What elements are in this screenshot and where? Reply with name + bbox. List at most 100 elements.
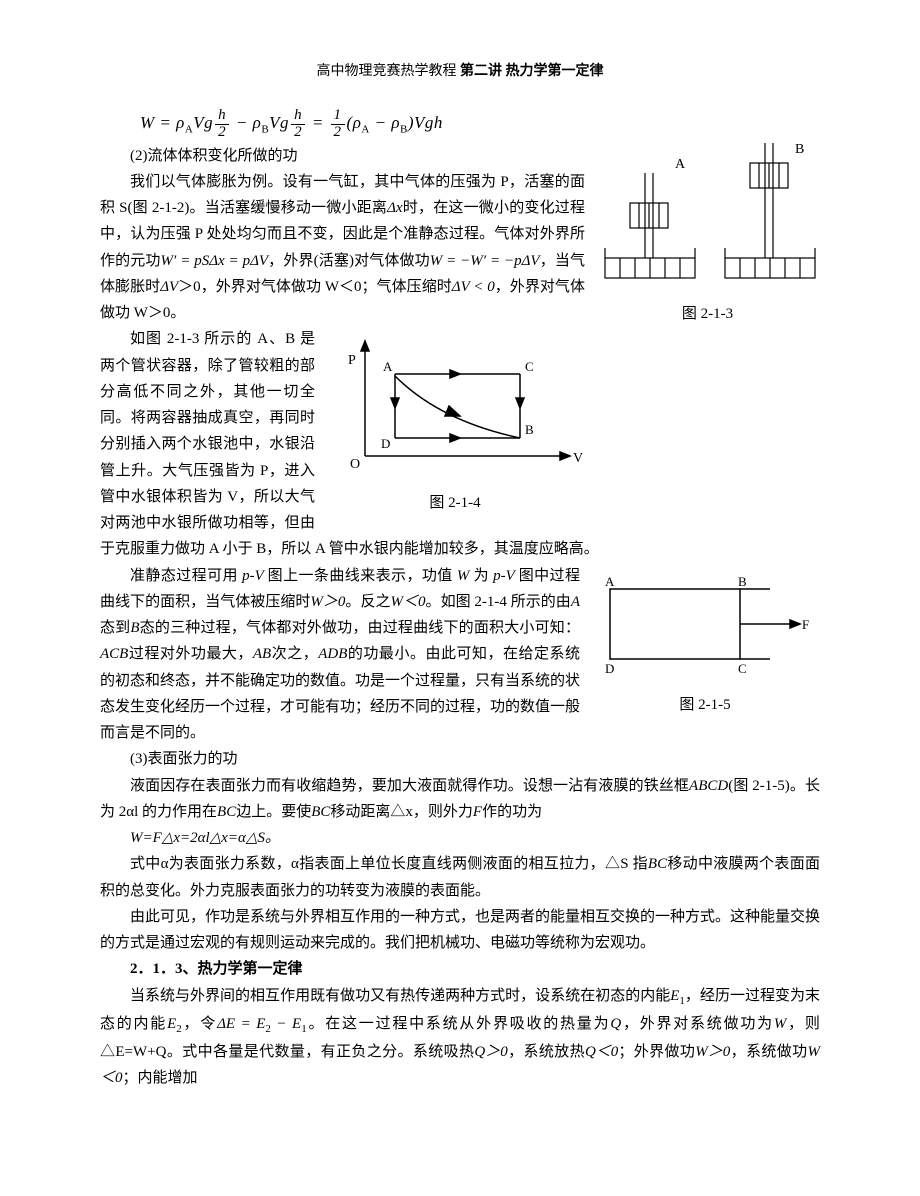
p12e: ΔE = E bbox=[217, 1016, 265, 1032]
para-8: W=F△x=2αl△x=α△S。 bbox=[100, 825, 820, 851]
fig4-a: A bbox=[383, 359, 393, 374]
fig4-p: P bbox=[348, 353, 356, 368]
eq1-minus: − bbox=[231, 113, 252, 132]
p7e: BC bbox=[311, 804, 330, 820]
p12o: W＞0 bbox=[695, 1044, 730, 1060]
eq1-rho-b2: ρ bbox=[391, 113, 400, 132]
p5i: 态到 bbox=[100, 620, 130, 636]
p12g: Q bbox=[610, 1016, 621, 1032]
figure-2-1-4: P O V A C B D 图 2-1-4 bbox=[325, 326, 585, 516]
eq1-tail: Vgh bbox=[414, 113, 443, 132]
eq1-vg2: Vg bbox=[269, 113, 289, 132]
inline-w2: W = −W′ = −pΔV bbox=[430, 253, 540, 269]
p7c: BC bbox=[217, 804, 236, 820]
eq1-sub-a2: A bbox=[361, 124, 369, 136]
p3e: ＞0，外界对气体做功 W＜0；气体压缩时 bbox=[178, 279, 452, 295]
header-prefix: 高中物理竞赛热学教程 bbox=[317, 64, 461, 79]
p12f: 。在这一过程中系统从外界吸收的热量为 bbox=[307, 1016, 611, 1032]
eq1-sub-a: A bbox=[185, 124, 193, 136]
figure-2-1-3: A B 图 2-1-3 bbox=[595, 128, 820, 328]
eq1-h1: h bbox=[215, 108, 229, 125]
fig3-label-b: B bbox=[795, 142, 804, 157]
inline-dvlt0: ΔV < 0 bbox=[452, 279, 495, 295]
p5b: 为 bbox=[474, 568, 489, 584]
p5k: 态的三种过程，气体都对外做功，由过程曲线下的面积大小可知： bbox=[140, 620, 580, 636]
p5j: B bbox=[130, 620, 139, 636]
p9: 式中α为表面张力系数，α指表面上单位长度直线两侧液面的相互拉力，△S 指 bbox=[130, 856, 648, 872]
para-9: 式中α为表面张力系数，α指表面上单位长度直线两侧液面的相互拉力，△S 指BC移动… bbox=[100, 851, 820, 904]
eq1-minus2: − bbox=[370, 113, 391, 132]
p7h: 作的功为 bbox=[482, 804, 542, 820]
p5m: 过程对外功最大， bbox=[128, 646, 253, 662]
fig-2-1-5-svg: A B C D F bbox=[590, 569, 820, 679]
p12m: Q＜0 bbox=[585, 1044, 618, 1060]
eq1-rho-a: ρ bbox=[176, 113, 185, 132]
p7d: 边上。要使 bbox=[236, 804, 311, 820]
eq1-eq2: = bbox=[307, 113, 328, 132]
p12p: ，系统做功 bbox=[730, 1044, 807, 1060]
fig-2-1-4-svg: P O V A C B D bbox=[325, 326, 585, 476]
eq1-sub-b2: B bbox=[400, 124, 408, 136]
page-header: 高中物理竞赛热学教程 第二讲 热力学第一定律 bbox=[100, 60, 820, 80]
p9a: BC bbox=[648, 856, 667, 872]
fig4-caption: 图 2-1-4 bbox=[325, 490, 585, 516]
eq1-eq: = bbox=[155, 113, 176, 132]
eq1-sub-b: B bbox=[261, 124, 269, 136]
eq1-paren: (ρ bbox=[347, 113, 362, 132]
eq1-h2: h bbox=[291, 108, 305, 125]
w1: W bbox=[453, 568, 474, 584]
figure-2-1-5: A B C D F 图 2-1-5 bbox=[590, 569, 820, 719]
inline-dv1: ΔV bbox=[160, 279, 178, 295]
pv2: p-V bbox=[489, 568, 519, 584]
eq1-2a: 2 bbox=[215, 125, 229, 141]
p12c: E bbox=[167, 1016, 176, 1032]
fig5-f: F bbox=[802, 617, 809, 632]
fig5-d: D bbox=[605, 661, 614, 676]
p5: 准静态过程可用 bbox=[130, 568, 238, 584]
eq1-2b: 2 bbox=[291, 125, 305, 141]
p7g: F bbox=[473, 804, 482, 820]
p12k: Q＞0 bbox=[474, 1044, 507, 1060]
p7a: ABCD bbox=[689, 778, 728, 794]
p12d: ，令 bbox=[182, 1016, 217, 1032]
p12: 当系统与外界间的相互作用既有做功又有热传递两种方式时，设系统在初态的内能 bbox=[130, 988, 670, 1004]
fig5-caption: 图 2-1-5 bbox=[590, 692, 820, 718]
eq1-lhs: W bbox=[140, 113, 155, 132]
fig-2-1-3-svg: A B bbox=[595, 128, 820, 288]
p5g: 。如图 2-1-4 所示的由 bbox=[426, 594, 571, 610]
p12l: ，系统放热 bbox=[508, 1044, 585, 1060]
p5a: 图上一条曲线来表示，功值 bbox=[268, 568, 453, 584]
p8: W=F△x=2αl△x=α△S。 bbox=[130, 830, 280, 846]
p5l: ACB bbox=[100, 646, 128, 662]
para-7: 液面因存在表面张力而有收缩趋势，要加大液面就得作功。设想一沾有液膜的铁丝框ABC… bbox=[100, 773, 820, 826]
para-12: 当系统与外界间的相互作用既有做功又有热传递两种方式时，设系统在初态的内能E1，经… bbox=[100, 983, 820, 1092]
p12emid: − E bbox=[271, 1016, 301, 1032]
fig5-b: B bbox=[738, 574, 747, 589]
p12r: ；内能增加 bbox=[123, 1070, 198, 1086]
p12h: ，外界对系统做功为 bbox=[621, 1016, 774, 1032]
fig3-caption: 图 2-1-3 bbox=[595, 301, 820, 327]
inline-dx: Δx bbox=[387, 200, 402, 216]
fig4-o: O bbox=[350, 457, 360, 472]
p7: 液面因存在表面张力而有收缩趋势，要加大液面就得作功。设想一沾有液膜的铁丝框 bbox=[130, 778, 689, 794]
fig5-a: A bbox=[605, 574, 615, 589]
header-title: 第二讲 热力学第一定律 bbox=[460, 64, 604, 79]
fig4-v: V bbox=[573, 451, 583, 466]
para-6: (3)表面张力的功 bbox=[100, 746, 820, 772]
p5p: ADB bbox=[318, 646, 347, 662]
p12n: ；外界做功 bbox=[618, 1044, 695, 1060]
para-10: 由此可见，作功是系统与外界相互作用的一种方式，也是两者的能量相互交换的一种方式。… bbox=[100, 904, 820, 957]
p7f: 移动距离△x，则外力 bbox=[330, 804, 473, 820]
inline-w1: W′ = pSΔx = pΔV bbox=[161, 253, 269, 269]
p5n: AB bbox=[253, 646, 271, 662]
p5f: W＜0 bbox=[391, 594, 426, 610]
fig4-b: B bbox=[525, 422, 534, 437]
section-heading: 2．1．3、热力学第一定律 bbox=[100, 956, 820, 982]
eq1-1: 1 bbox=[331, 108, 345, 125]
pv1: p-V bbox=[238, 568, 268, 584]
p3c: ，外界(活塞)对气体做功 bbox=[268, 253, 430, 269]
p12i: W bbox=[774, 1016, 787, 1032]
p5d: W＞0 bbox=[310, 594, 345, 610]
fig4-c: C bbox=[525, 359, 534, 374]
fig4-d: D bbox=[381, 436, 390, 451]
